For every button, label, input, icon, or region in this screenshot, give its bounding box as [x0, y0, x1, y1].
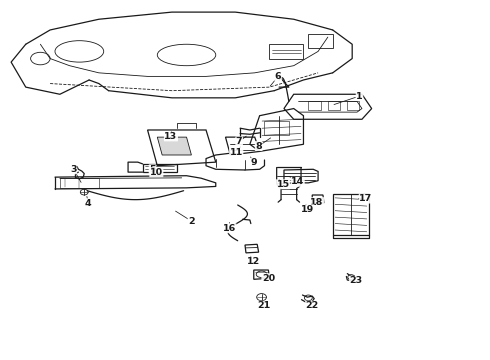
- Text: 7: 7: [236, 137, 243, 146]
- Text: 17: 17: [359, 194, 372, 203]
- Text: 16: 16: [223, 224, 236, 233]
- Text: 10: 10: [150, 168, 163, 177]
- Text: 9: 9: [250, 158, 257, 167]
- Text: 19: 19: [301, 205, 314, 214]
- Text: 22: 22: [306, 301, 319, 310]
- Text: 4: 4: [85, 199, 92, 208]
- Text: 20: 20: [262, 274, 275, 283]
- Text: 1: 1: [356, 91, 363, 100]
- Text: 13: 13: [164, 132, 177, 141]
- Text: 5: 5: [149, 165, 156, 174]
- Text: 21: 21: [257, 301, 270, 310]
- Text: 3: 3: [70, 165, 77, 174]
- Text: 15: 15: [276, 180, 290, 189]
- Text: 6: 6: [275, 72, 281, 81]
- Text: 23: 23: [349, 276, 363, 285]
- Polygon shape: [157, 137, 192, 155]
- Text: 18: 18: [311, 198, 324, 207]
- Text: 11: 11: [230, 148, 243, 157]
- Text: 14: 14: [291, 177, 304, 186]
- Text: 2: 2: [188, 217, 195, 226]
- Text: 8: 8: [255, 141, 262, 150]
- Text: 12: 12: [247, 257, 260, 266]
